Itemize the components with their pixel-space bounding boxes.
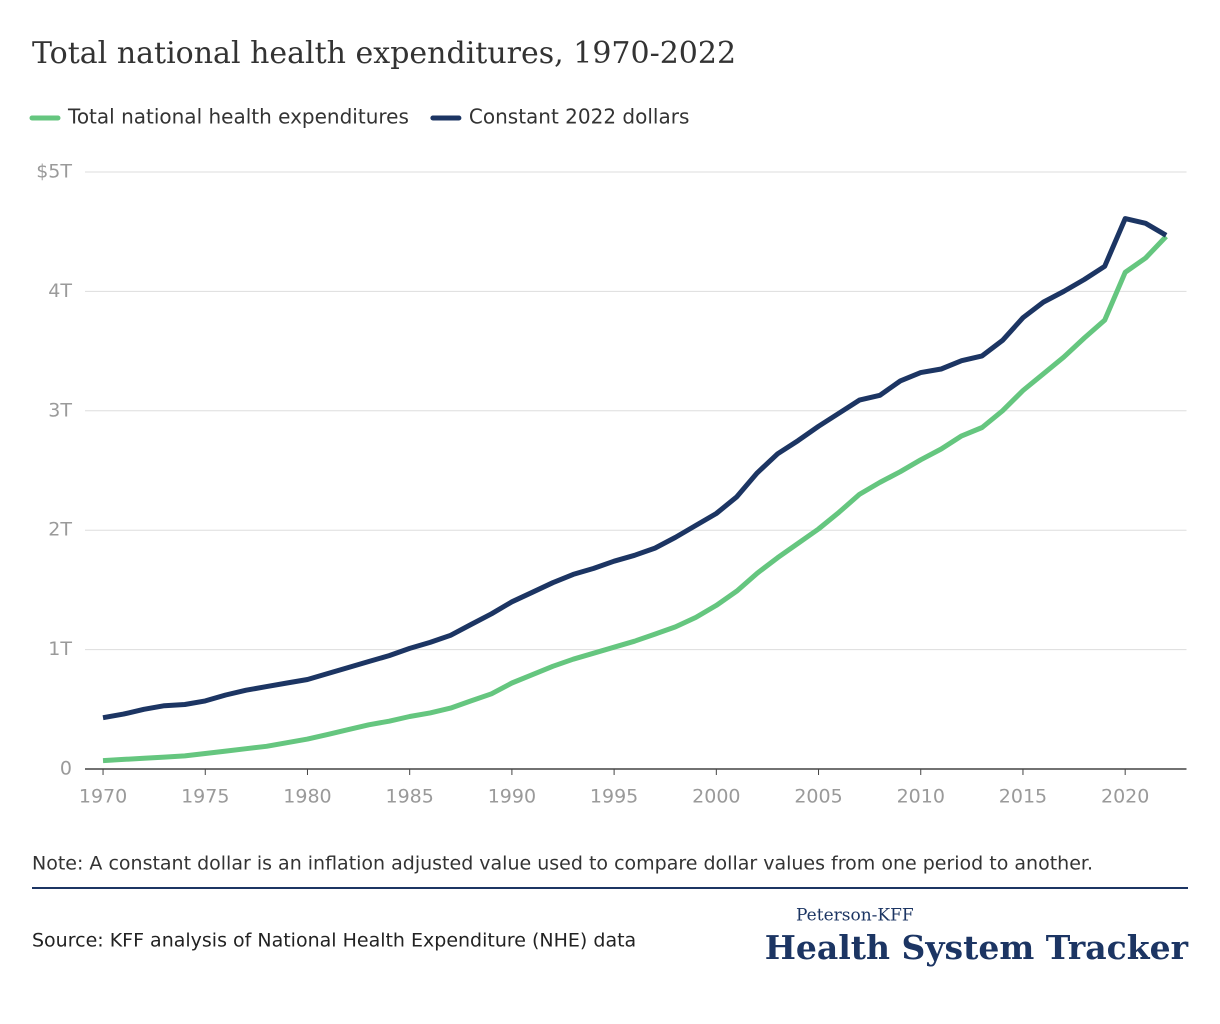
x-tick-label: 1980 xyxy=(283,786,331,808)
logo-top: Peterson-KFF xyxy=(796,906,914,926)
x-tick-label: 1970 xyxy=(79,786,127,808)
y-tick-label: 3T xyxy=(48,399,72,421)
source: Source: KFF analysis of National Health … xyxy=(32,930,636,952)
logo-main: Health System Tracker xyxy=(765,928,1189,967)
x-tick-label: 1990 xyxy=(488,786,536,808)
chart-title: Total national health expenditures, 1970… xyxy=(32,36,736,71)
x-tick-label: 1975 xyxy=(181,786,229,808)
y-tick-label: $5T xyxy=(36,161,72,183)
y-tick-label: 2T xyxy=(48,519,72,541)
y-tick-label: 0 xyxy=(60,758,72,780)
x-tick-label: 2000 xyxy=(692,786,740,808)
legend-label: Constant 2022 dollars xyxy=(469,105,689,129)
y-tick-label: 1T xyxy=(48,638,72,660)
x-tick-label: 1985 xyxy=(386,786,434,808)
legend-label: Total national health expenditures xyxy=(67,105,409,129)
x-tick-label: 1995 xyxy=(590,786,638,808)
x-tick-label: 2010 xyxy=(897,786,945,808)
series-line xyxy=(102,234,1168,764)
x-tick-label: 2020 xyxy=(1101,786,1149,808)
x-tick-label: 2005 xyxy=(794,786,842,808)
series-line xyxy=(102,216,1168,721)
x-tick-label: 2015 xyxy=(999,786,1047,808)
note: Note: A constant dollar is an inflation … xyxy=(32,853,1093,875)
y-tick-label: 4T xyxy=(48,280,72,302)
